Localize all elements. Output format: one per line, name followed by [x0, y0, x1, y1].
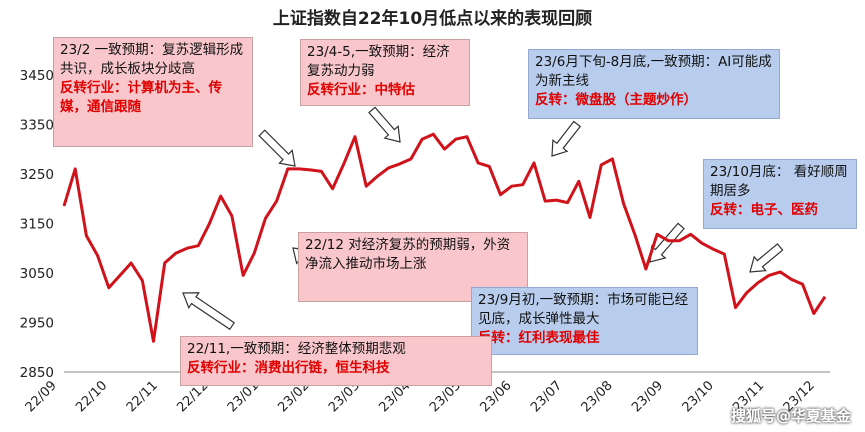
y-tick-label: 3250 — [20, 167, 54, 183]
arrow-23-10 — [749, 243, 784, 273]
x-tick-label: 22/09 — [23, 378, 60, 415]
annotation-23-06-08: 23/6月下旬-8月底,一致预期：AI可能成为新主线 反转：微盘股（主题炒作） — [528, 49, 780, 119]
x-tick-label: 23/09 — [629, 378, 666, 415]
annotation-highlight: 反转：微盘股（主题炒作） — [535, 92, 697, 108]
watermark: 搜狐号@华夏基金 — [730, 407, 851, 425]
arrow-23-04 — [368, 106, 401, 143]
y-tick-label: 3150 — [20, 216, 54, 232]
x-tick-label: 22/10 — [73, 378, 110, 415]
y-tick-label: 2850 — [20, 365, 54, 381]
annotation-23-10: 23/10月底： 看好顺周期居多 反转：电子、医药 — [703, 159, 857, 229]
y-tick-label: 3050 — [20, 266, 54, 282]
index-series-line — [62, 132, 827, 343]
x-tick-label: 23/07 — [528, 378, 565, 415]
x-tick-label: 23/10 — [680, 378, 717, 415]
annotation-highlight: 反转：电子、医药 — [710, 202, 818, 218]
annotation-text: 22/12 对经济复苏的预期弱，外资净流入推动市场上涨 — [305, 237, 511, 272]
annotation-text: 23/6月下旬-8月底,一致预期：AI可能成为新主线 — [535, 54, 772, 89]
y-axis: 2850 2950 3050 3150 3250 3350 3450 — [20, 68, 54, 381]
annotation-text: 23/9月初,一致预期：市场可能已经见底，成长弹性最大 — [478, 292, 689, 327]
arrow-23-06 — [551, 120, 582, 157]
annotation-23-09: 23/9月初,一致预期：市场可能已经见底，成长弹性最大 反转：红利表现最佳 — [471, 287, 698, 355]
annotation-highlight: 反转行业：消费出行链，恒生科技 — [187, 360, 390, 376]
annotation-22-11: 22/11,一致预期：经济整体预期悲观 反转行业：消费出行链，恒生科技 — [180, 336, 492, 386]
annotation-highlight: 反转：红利表现最佳 — [478, 330, 600, 346]
annotation-text: 23/4-5,一致预期：经济复苏动力弱 — [307, 44, 450, 79]
arrow-23-02 — [258, 129, 296, 167]
annotation-highlight: 反转行业：中特估 — [307, 82, 415, 98]
arrow-23-09 — [649, 222, 685, 263]
annotation-text: 23/2 一致预期：复苏逻辑形成共识，成长板块分歧高 — [60, 42, 244, 77]
x-tick-label: 22/11 — [124, 378, 161, 415]
chart-title: 上证指数自22年10月低点以来的表现回顾 — [272, 9, 593, 29]
annotation-text: 23/10月底： 看好顺周期居多 — [710, 164, 848, 199]
y-tick-label: 2950 — [20, 315, 54, 331]
y-tick-label: 3450 — [20, 68, 54, 84]
annotation-23-04-05: 23/4-5,一致预期：经济复苏动力弱 反转行业：中特估 — [300, 39, 470, 106]
annotation-23-02: 23/2 一致预期：复苏逻辑形成共识，成长板块分歧高 反转行业：计算机为主、传媒… — [53, 37, 253, 147]
annotation-text: 22/11,一致预期：经济整体预期悲观 — [187, 341, 406, 357]
arrow-22-11 — [182, 292, 236, 331]
y-tick-label: 3350 — [20, 117, 54, 133]
x-tick-label: 23/08 — [579, 378, 616, 415]
annotation-highlight: 反转行业：计算机为主、传媒，通信跟随 — [60, 80, 222, 115]
